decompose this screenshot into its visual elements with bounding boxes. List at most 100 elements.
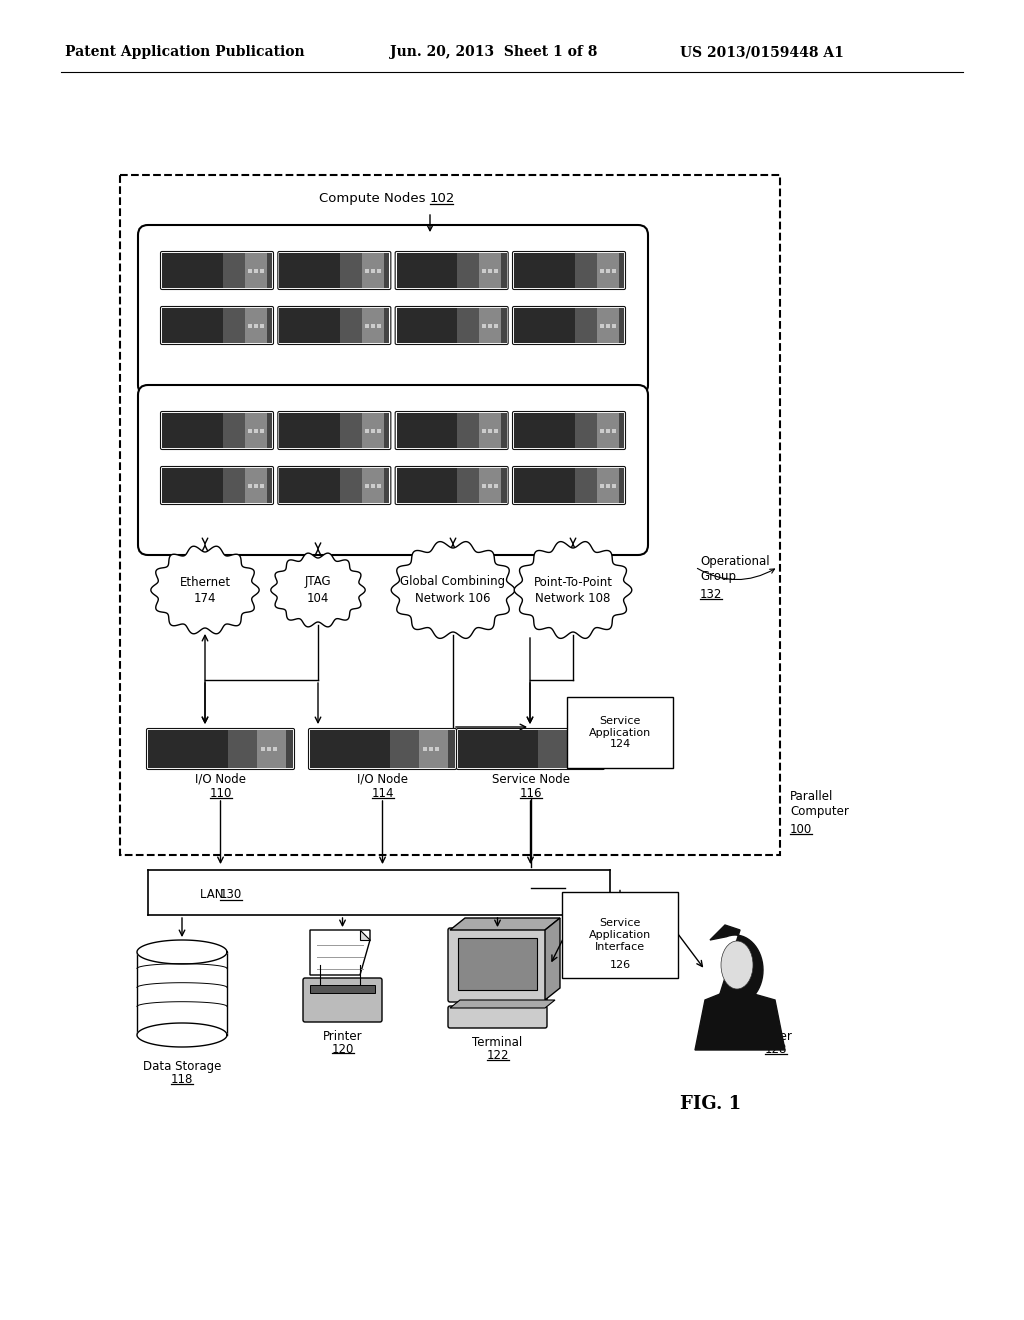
Bar [162,413,222,447]
Bar [384,469,389,503]
Bar [366,483,369,487]
Bar [606,323,610,327]
Bar [260,268,264,272]
Text: Point-To-Point
Network 108: Point-To-Point Network 108 [534,576,612,605]
Bar [423,747,427,751]
Bar [578,747,581,751]
Bar [482,268,486,272]
Bar [597,413,618,447]
Text: 118: 118 [171,1073,194,1086]
Bar [384,413,389,447]
Bar [371,429,375,433]
Bar [566,730,596,768]
Bar [222,308,245,343]
Bar [574,413,597,447]
Text: I/O Node: I/O Node [357,774,408,785]
Bar [606,429,610,433]
Bar [340,308,361,343]
Polygon shape [137,940,227,964]
Bar [501,469,507,503]
Bar [458,730,538,768]
Bar [396,308,457,343]
Bar [266,253,272,288]
Bar [457,308,479,343]
Text: 122: 122 [486,1049,509,1063]
Text: 128: 128 [765,1043,787,1056]
Bar [514,413,574,447]
Bar [571,747,575,751]
Text: Printer: Printer [323,1030,362,1043]
Bar [384,253,389,288]
Bar [310,985,375,993]
Bar [479,253,501,288]
Bar [396,469,457,503]
Bar [488,483,493,487]
Bar [618,413,624,447]
Text: Operational
Group: Operational Group [700,554,770,583]
Bar [310,730,390,768]
Text: JTAG
104: JTAG 104 [305,576,332,605]
Bar [361,413,384,447]
Text: Data Storage: Data Storage [142,1060,221,1073]
Ellipse shape [721,941,753,989]
Text: US 2013/0159448 A1: US 2013/0159448 A1 [680,45,844,59]
Bar [574,308,597,343]
Bar [514,253,574,288]
Bar [618,253,624,288]
Bar [137,952,227,1035]
Bar [618,469,624,503]
FancyBboxPatch shape [449,1006,547,1028]
Bar [361,308,384,343]
Bar [280,253,340,288]
Bar [377,429,381,433]
Text: Terminal: Terminal [472,1036,522,1049]
Polygon shape [710,925,763,1005]
Bar [248,429,252,433]
Polygon shape [545,917,560,1001]
Bar [390,730,419,768]
Bar [583,747,587,751]
Bar [501,253,507,288]
Bar [266,308,272,343]
Bar [248,323,252,327]
Bar [371,323,375,327]
Bar [396,413,457,447]
Bar [162,469,222,503]
Polygon shape [514,541,632,639]
Text: Global Combining
Network 106: Global Combining Network 106 [400,576,506,605]
FancyBboxPatch shape [449,928,547,1002]
Bar [371,268,375,272]
Text: 114: 114 [372,787,394,800]
Bar [457,469,479,503]
Text: 120: 120 [332,1043,353,1056]
Bar [340,253,361,288]
Bar [429,747,433,751]
Bar [479,469,501,503]
Bar [254,323,258,327]
Text: Service
Application
Interface: Service Application Interface [589,919,651,952]
Bar [495,268,499,272]
Text: Patent Application Publication: Patent Application Publication [65,45,304,59]
Text: 110: 110 [209,787,231,800]
Bar [248,483,252,487]
Bar [120,176,780,855]
FancyBboxPatch shape [138,385,648,554]
Bar [600,483,604,487]
Bar [377,483,381,487]
Bar [222,469,245,503]
Text: 130: 130 [220,888,243,902]
Bar [340,469,361,503]
Text: FIG. 1: FIG. 1 [680,1096,741,1113]
Bar [227,730,257,768]
Polygon shape [270,553,366,627]
Bar [611,429,615,433]
Bar [260,429,264,433]
Bar [458,939,537,990]
Bar [266,413,272,447]
Bar [273,747,278,751]
Bar [482,483,486,487]
Text: 132: 132 [700,587,722,601]
Bar [435,747,439,751]
FancyBboxPatch shape [562,892,678,978]
Text: 126: 126 [609,960,631,970]
